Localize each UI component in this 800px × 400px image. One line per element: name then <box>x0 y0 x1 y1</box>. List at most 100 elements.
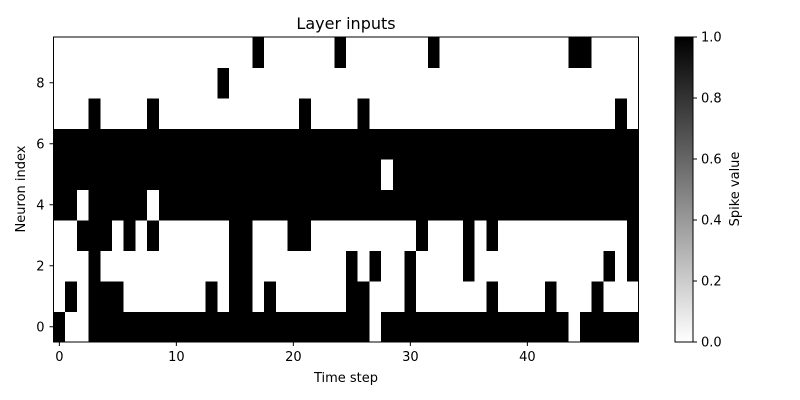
heatmap-cell <box>580 189 592 221</box>
heatmap-cell <box>264 67 277 99</box>
heatmap-cell <box>346 311 358 343</box>
heatmap-cell <box>580 250 592 282</box>
heatmap-cell <box>182 281 195 312</box>
heatmap-cell <box>135 67 148 99</box>
heatmap-cell <box>240 220 253 251</box>
heatmap-cell <box>404 311 417 343</box>
heatmap-cell <box>76 250 89 282</box>
heatmap-cell <box>486 128 499 160</box>
heatmap-cell <box>287 311 300 343</box>
heatmap-cell <box>416 159 429 190</box>
heatmap-cell <box>509 189 522 221</box>
heatmap-cell <box>498 250 511 282</box>
heatmap-cell <box>182 128 195 160</box>
heatmap-cell <box>76 189 89 221</box>
heatmap-cell <box>533 311 546 343</box>
heatmap-cell <box>88 220 101 251</box>
heatmap-cell <box>381 311 394 343</box>
heatmap-cell <box>544 281 557 312</box>
heatmap-cell <box>381 189 394 221</box>
heatmap-cell <box>112 189 124 221</box>
heatmap-cell <box>381 281 394 312</box>
heatmap-cell <box>381 67 394 99</box>
heatmap-cell <box>346 37 358 68</box>
heatmap-cell <box>275 128 288 160</box>
heatmap-cell <box>451 98 464 129</box>
heatmap-cell <box>299 159 312 190</box>
heatmap-cell <box>158 250 171 282</box>
heatmap-cell <box>544 128 557 160</box>
heatmap-cell <box>439 250 452 282</box>
heatmap-cell <box>135 250 148 282</box>
heatmap-cell <box>544 250 557 282</box>
heatmap-cell <box>603 189 616 221</box>
heatmap-cell <box>591 281 604 312</box>
heatmap-cell <box>346 128 358 160</box>
heatmap-cell <box>568 128 581 160</box>
heatmap-cell <box>217 250 230 282</box>
heatmap-cell <box>147 189 160 221</box>
heatmap-cell <box>287 159 300 190</box>
heatmap-cell <box>88 128 101 160</box>
heatmap-cell <box>427 220 440 251</box>
heatmap-cell <box>580 159 592 190</box>
heatmap-cell <box>158 159 171 190</box>
heatmap-cell <box>474 281 487 312</box>
heatmap-cell <box>381 250 394 282</box>
y-tick-label: 6 <box>36 137 44 152</box>
heatmap-cell <box>217 281 230 312</box>
heatmap-cell <box>275 67 288 99</box>
heatmap-cell <box>615 281 628 312</box>
heatmap-cell <box>299 98 312 129</box>
heatmap-cell <box>486 281 499 312</box>
chart-title: Layer inputs <box>296 14 395 33</box>
heatmap-cell <box>568 281 581 312</box>
heatmap-cell <box>427 67 440 99</box>
heatmap-cell <box>193 128 206 160</box>
heatmap-cell <box>474 98 487 129</box>
heatmap-cell <box>275 281 288 312</box>
heatmap-cell <box>509 98 522 129</box>
heatmap-cell <box>357 98 370 129</box>
heatmap-cell <box>334 311 347 343</box>
heatmap-cell <box>65 281 78 312</box>
heatmap-cell <box>381 98 394 129</box>
colorbar-tick-label: 0.8 <box>701 92 722 107</box>
heatmap-cell <box>123 250 136 282</box>
heatmap-cell <box>252 98 265 129</box>
heatmap-cell <box>123 98 136 129</box>
heatmap-cell <box>182 67 195 99</box>
heatmap-cell <box>100 159 113 190</box>
heatmap-cell <box>439 159 452 190</box>
heatmap-cell <box>193 311 206 343</box>
heatmap-cell <box>427 281 440 312</box>
heatmap-cell <box>533 67 546 99</box>
heatmap-cell <box>65 37 78 68</box>
heatmap-cell <box>275 189 288 221</box>
heatmap-cell <box>392 220 405 251</box>
heatmap-cell <box>193 281 206 312</box>
heatmap-cell <box>463 189 475 221</box>
heatmap-cell <box>463 128 475 160</box>
heatmap-cell <box>427 128 440 160</box>
heatmap-cell <box>135 311 148 343</box>
heatmap-cell <box>100 281 113 312</box>
heatmap-cell <box>310 67 323 99</box>
heatmap-cell <box>147 128 160 160</box>
heatmap-cell <box>100 311 113 343</box>
heatmap-cell <box>229 189 241 221</box>
heatmap-cell <box>474 159 487 190</box>
heatmap-cell <box>591 311 604 343</box>
heatmap-cell <box>463 67 475 99</box>
heatmap-cell <box>591 250 604 282</box>
heatmap-cell <box>463 281 475 312</box>
x-tick-label: 10 <box>168 350 185 365</box>
heatmap-cell <box>53 98 66 129</box>
heatmap-cell <box>205 250 218 282</box>
heatmap-cell <box>287 250 300 282</box>
heatmap-cell <box>439 67 452 99</box>
heatmap-cell <box>170 220 183 251</box>
heatmap-cell <box>264 250 277 282</box>
heatmap-cell <box>369 128 382 160</box>
heatmap-cell <box>615 128 628 160</box>
